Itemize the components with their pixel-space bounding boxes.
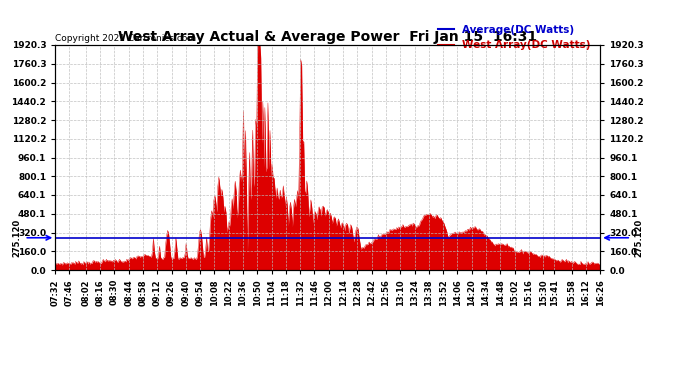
Title: West Array Actual & Average Power  Fri Jan 15  16:31: West Array Actual & Average Power Fri Ja… — [118, 30, 538, 44]
Text: 275.120: 275.120 — [12, 219, 50, 257]
Text: 275.120: 275.120 — [605, 219, 643, 257]
Legend: Average(DC Watts), West Array(DC Watts): Average(DC Watts), West Array(DC Watts) — [434, 21, 595, 54]
Text: Copyright 2021 Cartronics.com: Copyright 2021 Cartronics.com — [55, 34, 197, 43]
